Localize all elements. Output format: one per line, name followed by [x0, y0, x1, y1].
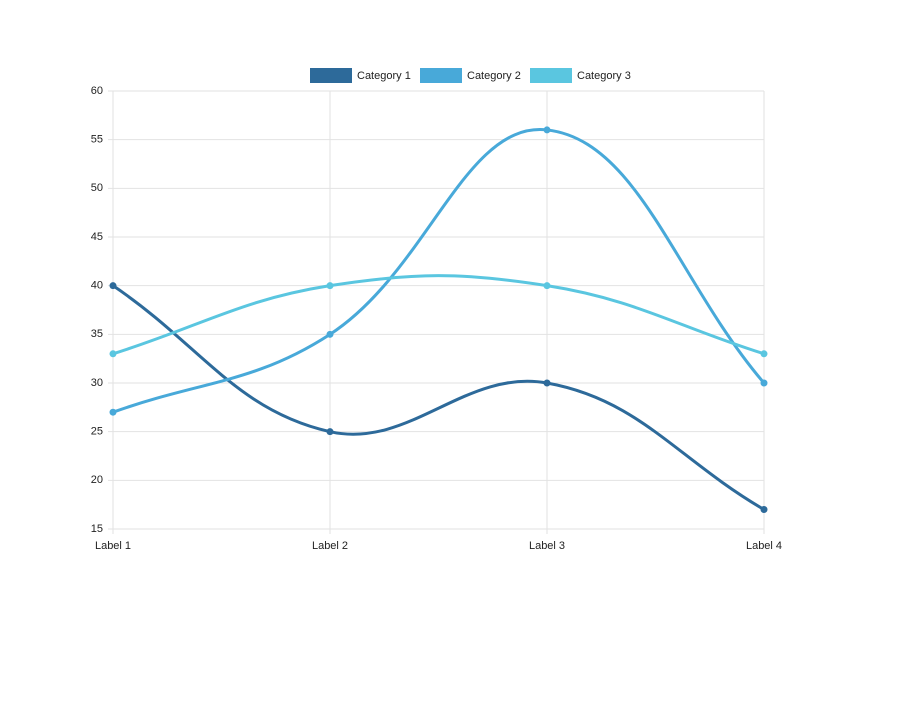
y-tick-label: 30 — [91, 377, 103, 389]
y-tick-label: 50 — [91, 182, 103, 194]
data-point — [326, 330, 334, 338]
x-tick-label: Label 3 — [529, 540, 565, 552]
legend-swatch — [310, 68, 352, 83]
data-point — [543, 126, 551, 134]
y-tick-label: 25 — [91, 426, 103, 438]
y-tick-label: 40 — [91, 280, 103, 292]
y-tick-label: 55 — [91, 134, 103, 146]
data-point — [760, 506, 768, 514]
data-point — [326, 428, 334, 436]
data-point — [109, 282, 117, 290]
legend-label: Category 2 — [467, 70, 521, 82]
y-tick-label: 35 — [91, 328, 103, 340]
legend-swatch — [420, 68, 462, 83]
y-tick-label: 60 — [91, 85, 103, 97]
series-line — [112, 274, 765, 356]
data-point — [326, 282, 334, 290]
y-tick-label: 45 — [91, 231, 103, 243]
y-tick-label: 15 — [91, 523, 103, 535]
data-point — [760, 379, 768, 387]
x-tick-label: Label 1 — [95, 540, 131, 552]
data-point — [109, 408, 117, 416]
data-point — [109, 350, 117, 358]
legend-label: Category 1 — [357, 70, 411, 82]
data-point — [543, 379, 551, 387]
x-tick-label: Label 4 — [746, 540, 782, 552]
series-line — [112, 128, 766, 414]
data-point — [543, 282, 551, 290]
legend-label: Category 3 — [577, 70, 631, 82]
x-tick-label: Label 2 — [312, 540, 348, 552]
y-tick-label: 20 — [91, 474, 103, 486]
series-line — [112, 284, 765, 511]
data-point — [760, 350, 768, 358]
legend-swatch — [530, 68, 572, 83]
